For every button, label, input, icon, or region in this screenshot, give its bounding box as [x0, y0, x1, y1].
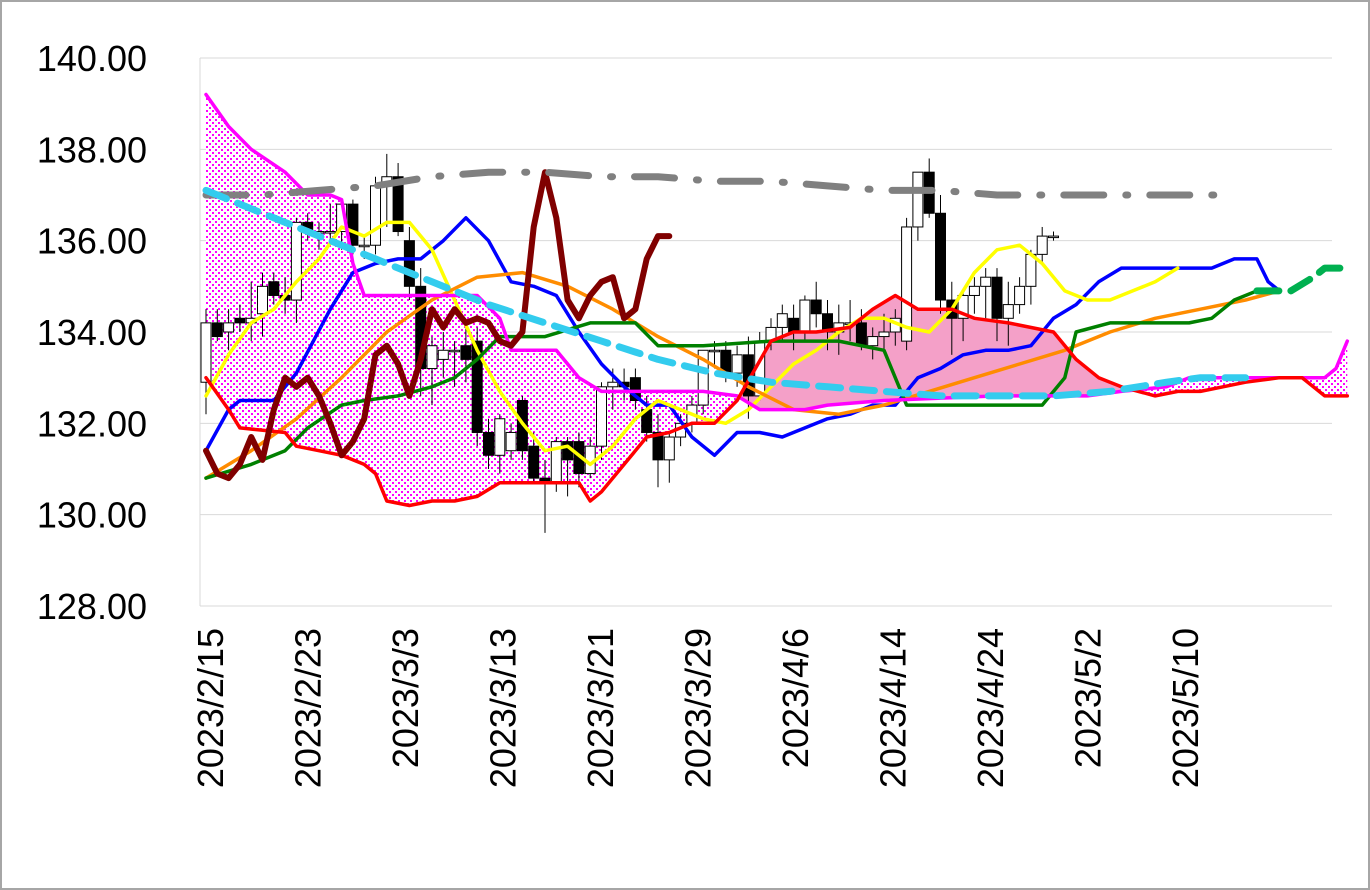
- x-tick-label: 2023/3/13: [483, 628, 524, 788]
- series-line-4: [204, 92, 1350, 412]
- candle-body: [1002, 304, 1014, 319]
- candle-body: [426, 345, 438, 370]
- y-axis: 140.00 138.00 136.00 134.00 132.00 130.00 128.…: [37, 38, 147, 627]
- candle-body: [223, 322, 235, 333]
- candle-body: [403, 240, 415, 287]
- y-tick-label: 130.00: [37, 495, 147, 536]
- series-line-5: [204, 293, 1350, 508]
- y-tick-label: 138.00: [37, 129, 147, 170]
- candle-body: [980, 276, 992, 287]
- series-line-9: [1253, 264, 1351, 295]
- series-line-2: [204, 270, 1282, 480]
- candle-body: [1014, 285, 1026, 306]
- x-tick-label: 2023/4/24: [970, 628, 1011, 788]
- x-tick-label: 2023/5/10: [1165, 628, 1206, 788]
- candle-body: [1048, 235, 1059, 239]
- x-tick-label: 2023/3/21: [580, 628, 621, 788]
- series-line-8: [202, 186, 1250, 400]
- candle-body: [991, 276, 1003, 319]
- candle-body: [788, 317, 800, 333]
- candle-body: [528, 445, 540, 479]
- candle-body: [460, 345, 472, 360]
- candle-body: [257, 285, 268, 315]
- candle-body: [234, 317, 246, 324]
- candle-body: [776, 313, 788, 328]
- candle-body: [968, 285, 980, 296]
- x-tick-label: 2023/5/2: [1068, 628, 1109, 768]
- candle-body: [867, 336, 879, 347]
- candle-body: [449, 349, 461, 353]
- candle-body: [358, 244, 370, 248]
- candle-body: [935, 212, 946, 301]
- candle-body: [1036, 235, 1048, 255]
- candle-body: [211, 322, 223, 338]
- indicator-lines: [202, 92, 1351, 508]
- x-tick-label: 2023/4/14: [873, 628, 914, 788]
- candle-body: [731, 354, 743, 374]
- candle-body: [697, 349, 709, 406]
- candle-body: [901, 226, 913, 342]
- candle-body: [392, 176, 404, 233]
- candle-body: [957, 294, 969, 319]
- candle-body: [709, 349, 720, 353]
- series-line-6: [203, 169, 673, 482]
- candle-body: [494, 418, 506, 456]
- candle-body: [663, 436, 675, 461]
- candle-body: [483, 431, 494, 456]
- x-tick-label: 2023/4/6: [775, 628, 816, 768]
- x-tick-label: 2023/2/15: [190, 628, 231, 788]
- candle-body: [370, 185, 381, 246]
- candle-body: [437, 349, 449, 360]
- y-tick-label: 128.00: [37, 586, 147, 627]
- candle-body: [878, 331, 890, 338]
- candle-body: [347, 203, 359, 246]
- candle-body: [799, 299, 811, 333]
- candle-body: [607, 381, 619, 388]
- candle-body: [471, 340, 483, 433]
- candle-body: [629, 377, 641, 401]
- y-tick-label: 140.00: [37, 38, 147, 79]
- x-axis: 2023/2/15 2023/2/23 2023/3/3 2023/3/13 2023/…: [190, 628, 1206, 788]
- candle-body: [912, 171, 924, 228]
- candle-body: [324, 231, 336, 234]
- x-tick-label: 2023/3/29: [678, 628, 719, 788]
- candle-body: [505, 431, 517, 452]
- candle-body: [200, 322, 212, 383]
- x-tick-label: 2023/2/23: [288, 628, 329, 788]
- series-line-7: [202, 168, 1227, 199]
- candle-body: [652, 431, 664, 461]
- candle-body: [810, 299, 822, 315]
- y-tick-label: 132.00: [37, 403, 147, 444]
- x-tick-label: 2023/3/3: [385, 628, 426, 768]
- cloud-bullish: [739, 295, 1136, 410]
- ichimoku-cloud: [206, 94, 1348, 506]
- candle-body: [290, 221, 302, 301]
- candlesticks: [200, 153, 1059, 533]
- candle-body: [855, 322, 867, 347]
- y-tick-label: 136.00: [37, 221, 147, 262]
- candle-body: [268, 281, 280, 296]
- y-tick-label: 134.00: [37, 312, 147, 353]
- cloud-bearish: [1304, 341, 1348, 396]
- series-line-3: [204, 289, 1259, 480]
- candle-body: [596, 386, 607, 447]
- series-line-1: [204, 220, 1180, 467]
